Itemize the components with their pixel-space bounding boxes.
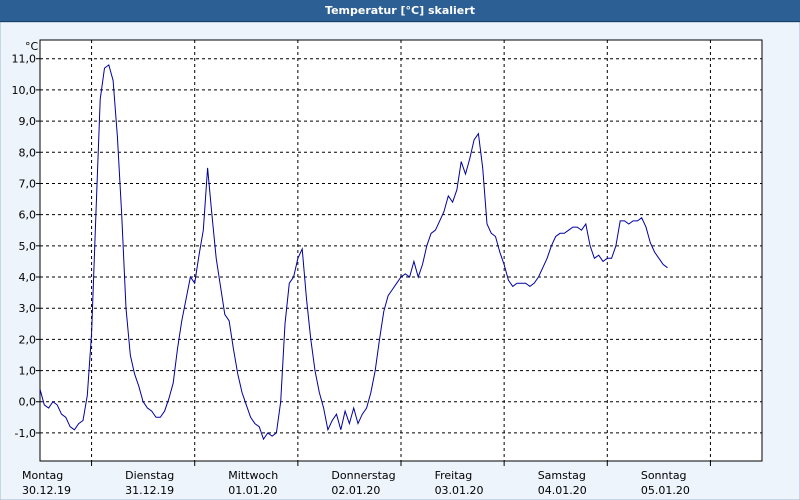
y-tick-label: 10,0 <box>12 84 37 97</box>
y-axis-label: °C <box>25 40 39 53</box>
y-tick-label: 1,0 <box>19 365 37 378</box>
y-tick-label: -1,0 <box>15 427 36 440</box>
y-tick-label: 4,0 <box>19 271 37 284</box>
y-tick-label: 8,0 <box>19 146 37 159</box>
y-axis: -1,0 0,0 1,0 2,0 3,0 4,0 5,0 6,0 7,0 8,0 9,0 10,0 11… <box>12 53 40 440</box>
chart-title: Temperatur [°C] skaliert <box>0 0 800 22</box>
series-line <box>39 64 668 441</box>
x-tick-day: Mittwoch <box>228 469 278 482</box>
x-tick-date: 05.01.20 <box>641 484 690 497</box>
x-axis: Montag 30.12.19 Dienstag 31.12.19 Mittwoch 01… <box>22 461 711 497</box>
grid <box>40 40 762 461</box>
x-tick-day: Freitag <box>435 469 473 482</box>
y-tick-label: 0,0 <box>19 396 37 409</box>
x-tick-day: Samstag <box>538 469 586 482</box>
y-tick-label: 7,0 <box>19 177 37 190</box>
x-tick-date: 30.12.19 <box>22 484 71 497</box>
y-tick-label: 9,0 <box>19 115 37 128</box>
x-tick-day: Sonntag <box>641 469 687 482</box>
y-tick-label: 3,0 <box>19 302 37 315</box>
y-tick-label: 6,0 <box>19 209 37 222</box>
x-tick-date: 04.01.20 <box>538 484 587 497</box>
x-tick-day: Donnerstag <box>331 469 395 482</box>
x-tick-date: 31.12.19 <box>125 484 174 497</box>
x-tick-day: Dienstag <box>125 469 174 482</box>
y-tick-label: 11,0 <box>12 53 37 66</box>
x-tick-day: Montag <box>22 469 63 482</box>
x-tick-date: 03.01.20 <box>435 484 484 497</box>
y-tick-label: 5,0 <box>19 240 37 253</box>
y-tick-label: 2,0 <box>19 333 37 346</box>
temperature-chart: -1,0 0,0 1,0 2,0 3,0 4,0 5,0 6,0 7,0 8,0 9,0 10,0 11… <box>0 22 800 500</box>
x-tick-date: 01.01.20 <box>228 484 277 497</box>
series-lines <box>39 64 668 441</box>
x-tick-date: 02.01.20 <box>331 484 380 497</box>
